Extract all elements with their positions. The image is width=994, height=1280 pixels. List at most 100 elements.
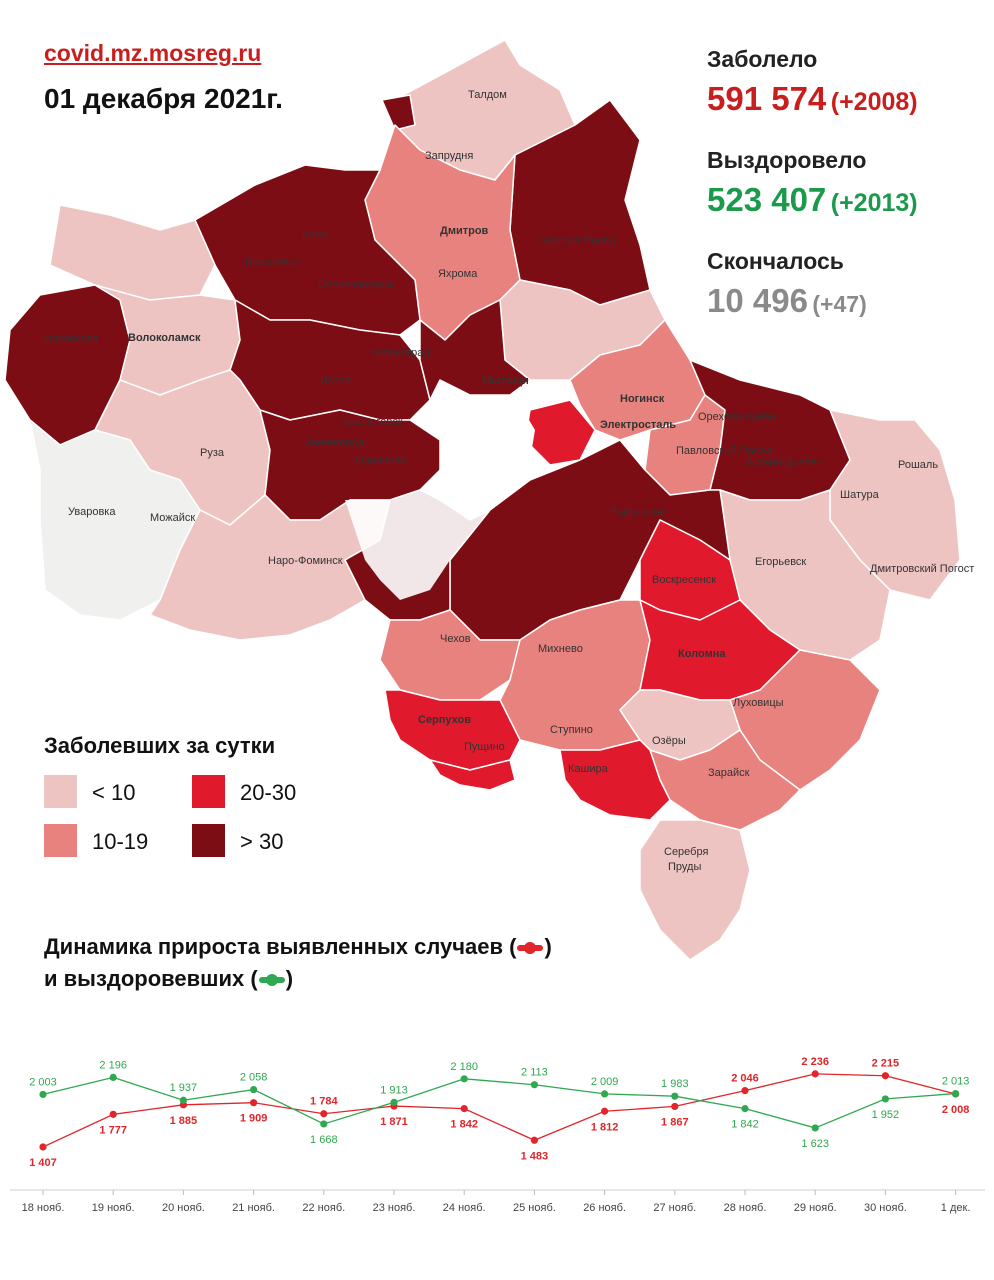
recovered-stat: 523 407 (+2013) — [707, 181, 918, 219]
infected-point — [671, 1102, 679, 1111]
deaths-label: Скончалось — [707, 248, 844, 274]
label-serebryanye-prudy-1: Серебря — [664, 846, 708, 858]
dynamics-chart: 18 нояб. 19 нояб. 20 нояб. 21 нояб. 22 нояб.… — [10, 1056, 985, 1214]
new-moscow — [345, 490, 490, 600]
recovered-series-line — [42, 1076, 956, 1129]
infected-data-label: 2 236 — [801, 1056, 829, 1068]
label-vysokovsk: Высоковск — [245, 257, 299, 269]
legend-title: Заболевших за сутки — [44, 733, 276, 758]
recovered-delta: (+2013) — [830, 189, 918, 217]
label-istra: Истра — [320, 375, 352, 387]
recovered-point — [952, 1089, 960, 1098]
district-kashira — [559, 739, 671, 821]
x-tick-label: 26 нояб. — [583, 1202, 626, 1214]
infected-value: 591 574 — [707, 80, 827, 117]
label-odintsovo: Одинцово — [355, 455, 406, 467]
infected-data-label: 2 215 — [872, 1058, 900, 1070]
label-serpukhov: Серпухов — [418, 714, 471, 726]
legend-swatch-20-30 — [192, 775, 225, 808]
legend-label-gt30: > 30 — [240, 829, 284, 854]
infected-data-label: 1 885 — [170, 1115, 198, 1127]
infected-data-label: 1 871 — [380, 1116, 408, 1128]
infected-point — [109, 1110, 117, 1118]
dynamics-title-line2: и выздоровевших () — [44, 966, 293, 992]
label-pushchino: Пущино — [464, 741, 505, 753]
legend-swatch-10-19 — [44, 824, 77, 857]
x-tick-label: 25 нояб. — [513, 1202, 556, 1214]
recovered-point — [39, 1090, 47, 1099]
label-ramenskoe: Раменское — [610, 506, 666, 518]
recovered-data-label: 2 058 — [240, 1072, 268, 1084]
infected-marker-icon — [517, 942, 544, 955]
recovered-value: 523 407 — [707, 181, 827, 218]
infected-point — [601, 1107, 609, 1115]
recovered-data-label: 2 180 — [450, 1061, 478, 1073]
recovered-point — [460, 1075, 468, 1083]
label-ruza: Руза — [200, 447, 225, 459]
infected-delta: (+2008) — [830, 88, 918, 116]
x-tick-label: 21 нояб. — [232, 1202, 275, 1214]
label-stupino: Ступино — [550, 724, 593, 736]
recovered-marker-icon — [258, 974, 285, 987]
source-link[interactable]: covid.mz.mosreg.ru — [44, 40, 262, 66]
district-northwest-tip — [381, 94, 416, 131]
infected-point — [460, 1105, 468, 1113]
recovered-data-label: 2 196 — [99, 1059, 127, 1071]
label-naro-fominsk: Наро-Фоминск — [268, 555, 343, 567]
infected-point — [250, 1099, 258, 1107]
recovered-point — [179, 1096, 187, 1104]
infected-point — [881, 1072, 890, 1080]
deaths-stat: 10 496 (+47) — [707, 282, 867, 320]
label-solnechnogorsk: Солнечногорск — [318, 279, 394, 291]
label-kashira: Кашира — [568, 763, 609, 775]
x-tick-label: 1 дек. — [941, 1202, 971, 1214]
recovered-point — [530, 1081, 539, 1089]
district-mytishchi — [419, 299, 531, 401]
infected-data-label: 2 046 — [731, 1073, 759, 1085]
infected-data-label: 1 842 — [450, 1119, 478, 1131]
label-shakhovskaya: Шаховская — [42, 333, 98, 345]
infected-data-label: 1 784 — [310, 1096, 338, 1108]
label-pavlovsky-posad-1: Павловский Посад — [676, 445, 772, 457]
recovered-point — [250, 1085, 258, 1094]
label-klin: Клин — [302, 229, 327, 241]
recovered-data-label: 2 003 — [29, 1076, 57, 1088]
label-shatura: Шатура — [840, 489, 880, 501]
label-likino-dulevo: Ликино-Дулёво — [745, 457, 823, 469]
recovered-data-label: 1 623 — [801, 1138, 829, 1150]
label-roshal: Рошаль — [898, 459, 938, 471]
label-ozery: Озёры — [652, 735, 686, 747]
recovered-point — [109, 1073, 117, 1082]
dynamics-title-line1: Динамика прироста выявленных случаев () — [44, 934, 552, 960]
x-tick-label: 23 нояб. — [373, 1202, 416, 1214]
recovered-data-label: 2 113 — [521, 1067, 548, 1079]
recovered-point — [881, 1095, 890, 1103]
district-serebryanye-prudy — [639, 819, 751, 961]
deaths-delta: (+47) — [812, 291, 867, 317]
recovered-data-label: 2 013 — [942, 1076, 970, 1088]
infected-point — [530, 1136, 539, 1144]
recovered-point — [741, 1105, 749, 1113]
label-serebryanye-prudy-2: Пруды — [668, 861, 701, 873]
x-tick-label: 18 нояб. — [22, 1202, 65, 1214]
recovered-point — [671, 1092, 679, 1100]
recovered-point — [390, 1098, 398, 1106]
dynamics-close-paren2: ) — [285, 966, 294, 991]
infected-series-line — [42, 1073, 956, 1148]
infected-point — [811, 1070, 819, 1078]
infected-point — [320, 1110, 328, 1118]
recovered-data-label: 1 952 — [872, 1109, 900, 1121]
infected-data-label: 1 909 — [240, 1113, 268, 1125]
infected-label: Заболело — [707, 46, 818, 72]
district-lotoshino — [49, 204, 216, 301]
label-elektrostal: Электросталь — [600, 419, 676, 431]
x-tick-label: 27 нояб. — [653, 1202, 696, 1214]
label-dmitrovsky-pogost: Дмитровский Погост — [870, 563, 974, 575]
x-tick-label: 19 нояб. — [92, 1202, 135, 1214]
label-lukhovitsy: Луховицы — [733, 697, 784, 709]
x-tick-label: 29 нояб. — [794, 1202, 837, 1214]
recovered-data-label: 1 937 — [170, 1082, 198, 1094]
label-taldom: Талдом — [468, 89, 507, 101]
x-tick-label: 30 нояб. — [864, 1202, 907, 1214]
infected-data-label: 1 777 — [99, 1124, 127, 1136]
